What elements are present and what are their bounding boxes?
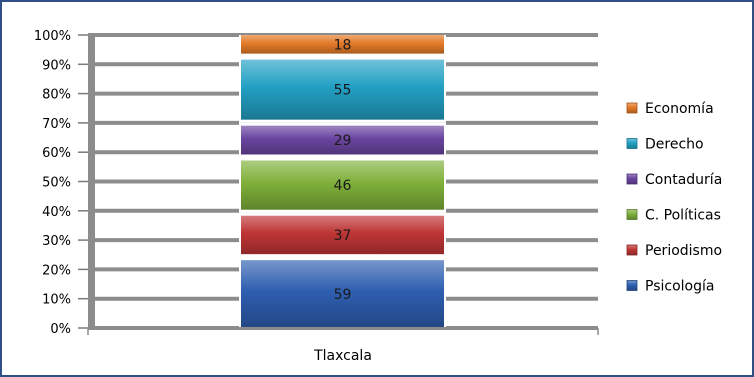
bar-segment-4: [241, 59, 444, 120]
y-tick-label: 30%: [42, 234, 71, 249]
bar-segment-5: [241, 35, 444, 54]
data-label: 55: [334, 83, 352, 99]
legend-label: Psicología: [645, 279, 714, 295]
data-label: 46: [334, 178, 352, 194]
legend-swatch: [626, 280, 638, 291]
legend-swatch: [626, 102, 638, 114]
bar-segment-3: [241, 125, 444, 155]
y-tick-label: 10%: [42, 293, 71, 308]
legend-label: Derecho: [645, 137, 704, 153]
y-tick-label: 70%: [42, 117, 71, 132]
y-tick-label: 40%: [42, 205, 71, 220]
bar-segment-0: [241, 260, 444, 328]
category-label: Tlaxcala: [313, 348, 372, 364]
legend-label: Economía: [645, 101, 714, 117]
legend-label: Contaduría: [645, 172, 722, 188]
legend-swatch: [626, 209, 638, 220]
legend-label: C. Políticas: [645, 208, 721, 224]
data-label: 37: [334, 228, 352, 244]
data-label: 18: [334, 37, 352, 53]
y-tick-label: 90%: [42, 58, 71, 73]
y-tick-label: 60%: [42, 146, 71, 161]
y-tick-label: 80%: [42, 88, 71, 103]
bar-segment-1: [241, 215, 444, 255]
y-tick-label: 20%: [42, 263, 71, 278]
legend-swatch: [626, 173, 638, 185]
legend-label: Periodismo: [645, 243, 722, 259]
legend-swatch: [626, 244, 638, 256]
legend-swatch: [626, 138, 638, 149]
data-label: 59: [334, 287, 352, 303]
y-tick-label: 0%: [50, 322, 71, 337]
data-label: 29: [334, 133, 352, 149]
y-tick-label: 50%: [42, 176, 71, 191]
bar-segment-2: [241, 160, 444, 210]
y-tick-label: 100%: [34, 29, 71, 44]
